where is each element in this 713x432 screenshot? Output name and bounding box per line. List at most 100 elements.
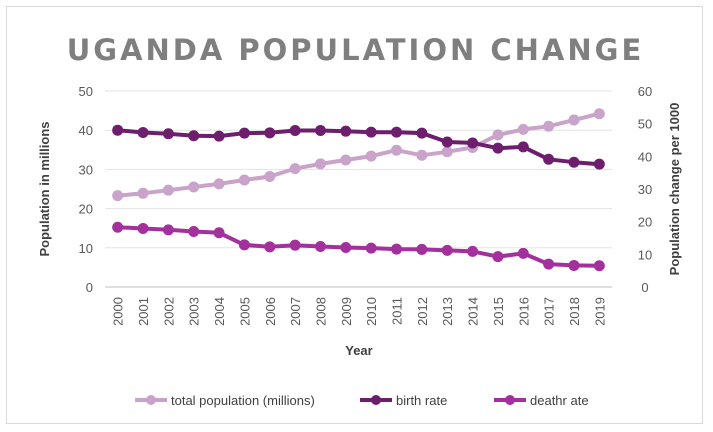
x-tick-label: 2001 <box>136 297 151 326</box>
x-tick-label: 2007 <box>288 297 303 326</box>
data-point-deathr-ate <box>213 227 225 239</box>
data-point-total-population-millions <box>365 150 377 162</box>
data-point-deathr-ate <box>492 251 504 263</box>
x-tick-label: 2015 <box>491 297 506 326</box>
data-point-deathr-ate <box>593 260 605 272</box>
data-point-birth-rate <box>568 156 580 168</box>
chart-title: UGANDA POPULATION CHANGE <box>66 33 645 67</box>
data-point-total-population-millions <box>492 129 504 141</box>
data-point-deathr-ate <box>340 241 352 253</box>
x-tick-label: 2003 <box>187 297 202 326</box>
data-point-birth-rate <box>365 126 377 138</box>
x-axis-title: Year <box>345 343 372 358</box>
data-point-deathr-ate <box>188 225 200 237</box>
legend-item-death-rate: deathr ate <box>494 393 589 408</box>
legend-item-birth-rate: birth rate <box>360 393 447 408</box>
y2-tick-label: 50 <box>638 117 652 132</box>
data-point-deathr-ate <box>314 240 326 252</box>
data-point-total-population-millions <box>568 114 580 126</box>
data-point-birth-rate <box>314 125 326 137</box>
y2-axis-title: Population change per 1000 <box>667 103 682 276</box>
data-point-deathr-ate <box>162 224 174 236</box>
y-tick-label: 10 <box>79 241 93 256</box>
x-tick-label: 2013 <box>440 297 455 326</box>
data-point-total-population-millions <box>340 154 352 166</box>
data-point-deathr-ate <box>289 239 301 251</box>
y-tick-label: 20 <box>79 202 93 217</box>
data-point-total-population-millions <box>593 108 605 120</box>
data-point-birth-rate <box>593 158 605 170</box>
data-point-birth-rate <box>213 130 225 142</box>
x-tick-label: 2016 <box>516 297 531 326</box>
x-tick-label: 2014 <box>466 297 481 326</box>
data-point-birth-rate <box>391 126 403 138</box>
data-point-deathr-ate <box>391 243 403 255</box>
legend-label-death-rate: deathr ate <box>530 393 589 408</box>
data-point-total-population-millions <box>289 163 301 175</box>
x-tick-label: 2005 <box>237 297 252 326</box>
x-tick-label: 2004 <box>212 297 227 326</box>
data-point-total-population-millions <box>137 187 149 199</box>
legend-marker-death-rate <box>505 395 515 405</box>
y2-tick-label: 60 <box>638 84 652 99</box>
chart-svg: 0 10 20 30 40 50 0 10 20 30 40 50 60 2000 2001 2002 20… <box>37 84 682 408</box>
x-tick-label: 2002 <box>161 297 176 326</box>
data-point-total-population-millions <box>517 123 529 135</box>
data-point-deathr-ate <box>441 244 453 256</box>
legend-item-total-population: total population (millions) <box>135 393 315 408</box>
data-point-total-population-millions <box>188 181 200 193</box>
x-tick-label: 2011 <box>390 297 405 325</box>
y-tick-label: 50 <box>79 84 93 99</box>
data-point-birth-rate <box>162 128 174 140</box>
data-point-birth-rate <box>188 130 200 142</box>
y-tick-label: 0 <box>86 280 93 295</box>
x-tick-label: 2017 <box>542 297 557 326</box>
data-point-birth-rate <box>467 137 479 149</box>
data-point-deathr-ate <box>365 242 377 254</box>
data-point-birth-rate <box>112 124 124 136</box>
y2-tick-label: 20 <box>638 215 652 230</box>
legend-marker-total-population <box>146 395 156 405</box>
data-point-deathr-ate <box>416 243 428 255</box>
y2-tick-label: 40 <box>638 149 652 164</box>
data-point-total-population-millions <box>264 170 276 182</box>
data-point-birth-rate <box>441 136 453 148</box>
data-point-deathr-ate <box>568 259 580 271</box>
data-point-total-population-millions <box>112 190 124 202</box>
data-point-deathr-ate <box>467 245 479 257</box>
data-point-total-population-millions <box>543 120 555 132</box>
y2-tick-label: 0 <box>641 280 648 295</box>
y2-tick-label: 30 <box>638 182 652 197</box>
x-tick-label: 2000 <box>111 297 126 326</box>
x-tick-label: 2009 <box>339 297 354 326</box>
data-point-deathr-ate <box>543 258 555 270</box>
data-point-total-population-millions <box>238 174 250 186</box>
chart-frame: UGANDA POPULATION CHANGE 0 10 20 30 40 50 0 10… <box>6 6 703 424</box>
x-tick-label: 2008 <box>313 297 328 326</box>
data-point-birth-rate <box>517 141 529 153</box>
data-point-birth-rate <box>137 126 149 138</box>
y-tick-label: 40 <box>79 123 93 138</box>
x-tick-label: 2018 <box>567 297 582 326</box>
data-point-birth-rate <box>543 153 555 165</box>
data-point-deathr-ate <box>517 247 529 259</box>
data-point-deathr-ate <box>137 223 149 235</box>
data-point-total-population-millions <box>314 158 326 170</box>
legend-label-total-population: total population (millions) <box>171 393 315 408</box>
data-point-total-population-millions <box>391 144 403 156</box>
data-point-deathr-ate <box>112 221 124 233</box>
x-tick-label: 2019 <box>592 297 607 326</box>
y-tick-label: 30 <box>79 162 93 177</box>
x-tick-label: 2006 <box>263 297 278 326</box>
data-point-total-population-millions <box>416 149 428 161</box>
data-point-birth-rate <box>238 127 250 139</box>
data-point-birth-rate <box>264 127 276 139</box>
legend-marker-birth-rate <box>371 395 381 405</box>
data-point-birth-rate <box>416 127 428 139</box>
data-point-birth-rate <box>492 142 504 154</box>
data-point-total-population-millions <box>213 178 225 190</box>
data-point-total-population-millions <box>162 184 174 196</box>
x-tick-label: 2010 <box>364 297 379 326</box>
y2-tick-label: 10 <box>638 247 652 262</box>
x-tick-label: 2012 <box>415 297 430 326</box>
